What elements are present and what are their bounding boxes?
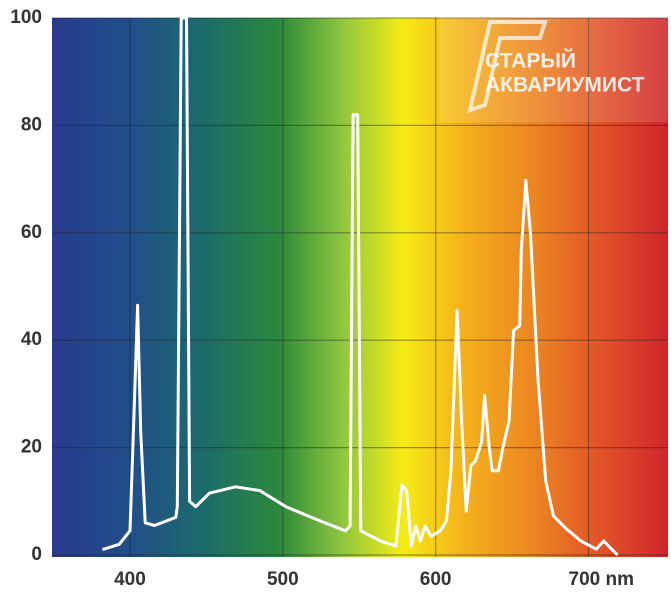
watermark-text: СТАРЫЙ	[485, 49, 576, 73]
x-tick-label: 700 nm	[569, 569, 634, 590]
x-tick-label: 400	[114, 569, 146, 590]
watermark-logo	[467, 20, 548, 114]
y-tick-label: 100	[10, 7, 42, 28]
y-tick-label: 0	[31, 544, 42, 565]
y-tick-label: 60	[21, 222, 42, 243]
y-tick-label: 40	[21, 329, 42, 350]
y-tick-label: 80	[21, 114, 42, 135]
spectrum-line	[101, 16, 619, 557]
y-tick-label: 20	[21, 437, 42, 458]
watermark-text: АКВАРИУМИСТ	[485, 74, 645, 97]
x-tick-label: 500	[267, 569, 299, 590]
x-tick-label: 600	[420, 569, 452, 590]
